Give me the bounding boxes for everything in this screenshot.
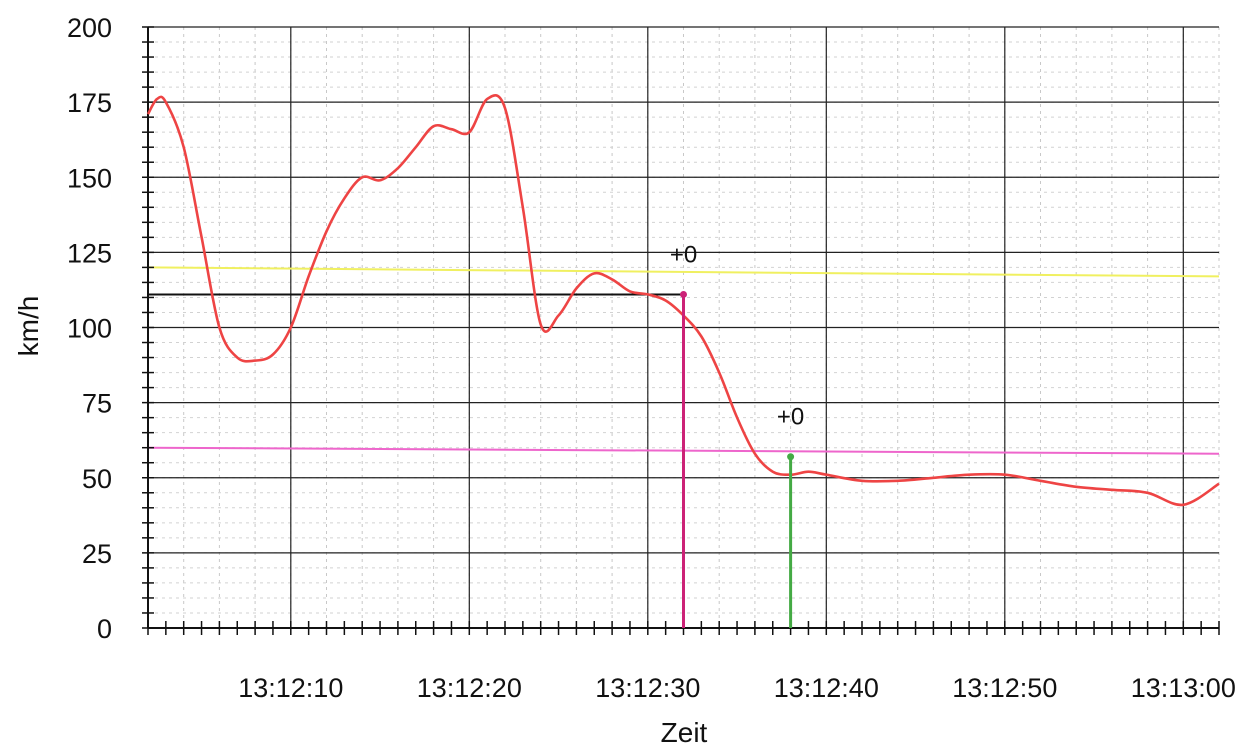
y-tick-label: 0 (97, 614, 112, 644)
y-tick-label: 50 (82, 464, 112, 494)
y-tick-label: 100 (67, 314, 112, 344)
y-tick-labels: 0 25 50 75 100 125 150 175 200 (67, 13, 112, 644)
marker-label-1: +0 (777, 404, 804, 431)
marker-label-0: +0 (670, 241, 697, 268)
marker-point-1 (787, 453, 795, 461)
y-axis-title: km/h (13, 296, 44, 357)
x-tick-label: 13:12:40 (774, 673, 879, 703)
y-tick-label: 200 (67, 13, 112, 43)
axes (142, 26, 1220, 635)
x-tick-label: 13:12:20 (417, 673, 522, 703)
x-tick-label: 13:13:00 (1131, 673, 1236, 703)
series-layer (146, 94, 1220, 507)
x-tick-labels: 13:12:10 13:12:20 13:12:30 13:12:40 13:12:50… (238, 673, 1236, 703)
x-tick-label: 13:12:10 (238, 673, 343, 703)
y-tick-label: 75 (82, 389, 112, 419)
markers-layer: +0 +0 (670, 241, 804, 628)
marker-point-0 (680, 290, 687, 298)
speed-series-line (146, 94, 1220, 507)
y-tick-label: 175 (67, 88, 112, 118)
reference-line-0 (147, 266, 1220, 278)
x-tick-label: 13:12:50 (952, 673, 1057, 703)
y-tick-label: 150 (67, 163, 112, 193)
y-tick-label: 25 (82, 539, 112, 569)
x-axis-title: Zeit (661, 717, 708, 748)
y-tick-label: 125 (67, 238, 112, 268)
x-tick-label: 13:12:30 (595, 673, 700, 703)
